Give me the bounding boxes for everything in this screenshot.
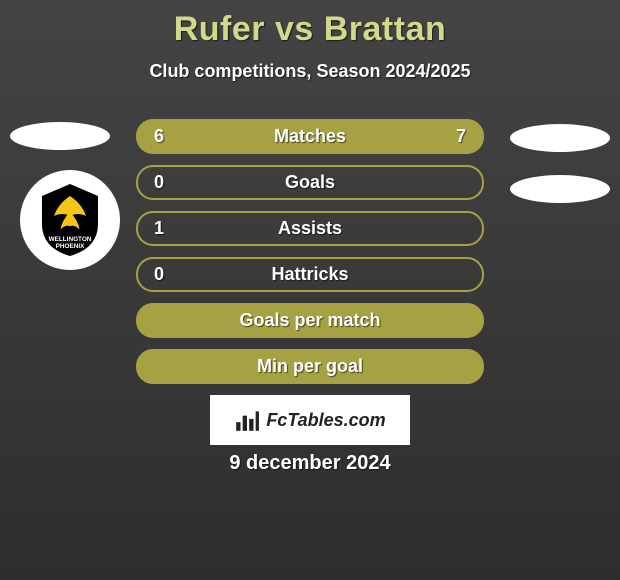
- stat-row: 0 Goals: [136, 165, 484, 200]
- stat-row: Goals per match: [136, 303, 484, 338]
- phoenix-crest-icon: WELLINGTON PHOENIX: [30, 180, 110, 260]
- stat-row: Min per goal: [136, 349, 484, 384]
- team-crest: WELLINGTON PHOENIX: [20, 170, 120, 270]
- watermark-text: FcTables.com: [266, 410, 385, 431]
- stat-label: Hattricks: [271, 264, 348, 285]
- stat-value-left: 0: [154, 259, 164, 290]
- stat-row: 1 Assists: [136, 211, 484, 246]
- stats-container: 6 7 Matches 0 Goals 1 Assists 0 Hattricks Goals p…: [136, 119, 484, 395]
- stat-row: 0 Hattricks: [136, 257, 484, 292]
- stat-label: Assists: [278, 218, 342, 239]
- right-oval-placeholder-1: [510, 124, 610, 152]
- date-text: 9 december 2024: [0, 452, 620, 475]
- stat-label: Matches: [274, 126, 346, 147]
- svg-text:PHOENIX: PHOENIX: [56, 243, 86, 250]
- bar-chart-icon: [234, 407, 260, 433]
- page-title: Rufer vs Brattan: [0, 0, 620, 49]
- page-subtitle: Club competitions, Season 2024/2025: [0, 61, 620, 82]
- stat-value-left: 6: [154, 121, 164, 152]
- stat-label: Min per goal: [257, 356, 363, 377]
- svg-text:WELLINGTON: WELLINGTON: [49, 236, 92, 243]
- stat-label: Goals: [285, 172, 335, 193]
- stat-value-left: 1: [154, 213, 164, 244]
- stat-label: Goals per match: [239, 310, 380, 331]
- stat-value-left: 0: [154, 167, 164, 198]
- stat-row: 6 7 Matches: [136, 119, 484, 154]
- left-oval-placeholder: [10, 122, 110, 150]
- watermark: FcTables.com: [210, 395, 410, 445]
- right-oval-placeholder-2: [510, 175, 610, 203]
- stat-value-right: 7: [456, 121, 466, 152]
